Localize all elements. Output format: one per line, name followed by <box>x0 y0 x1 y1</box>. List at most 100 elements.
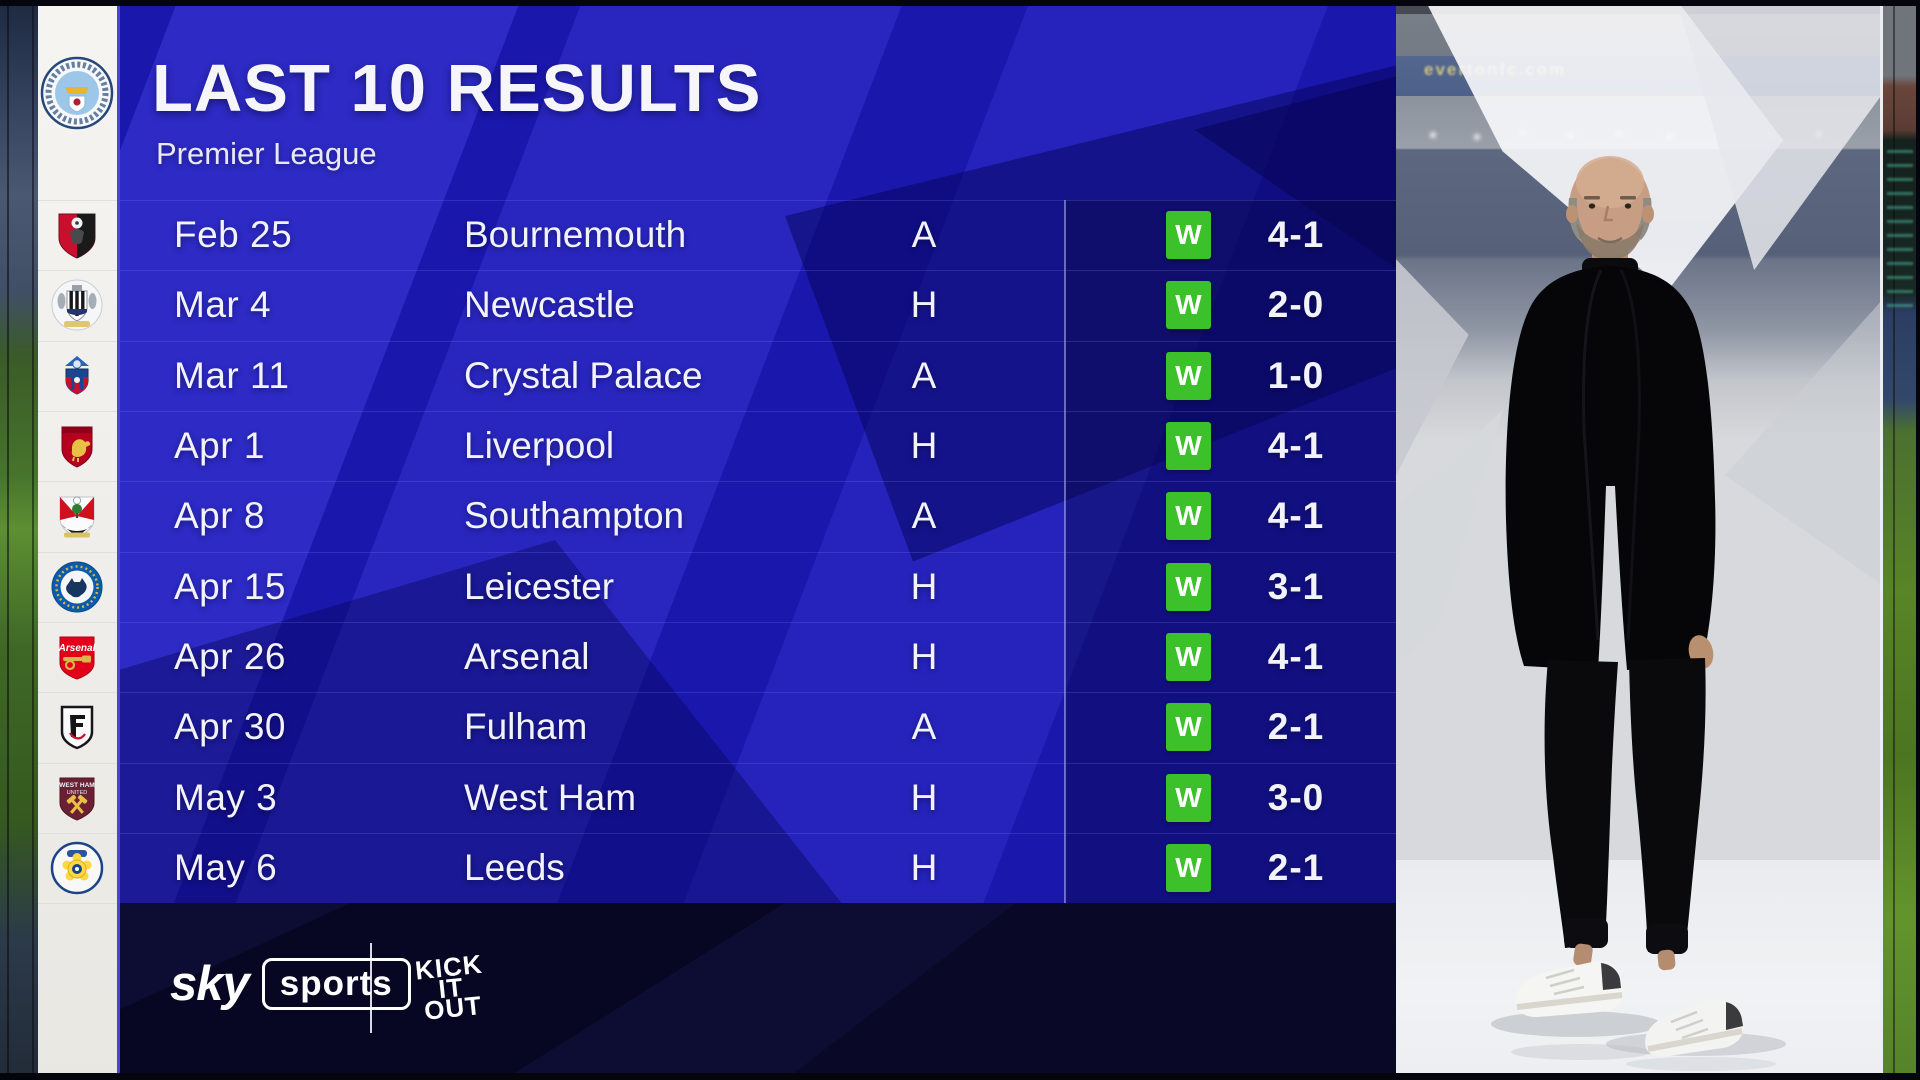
svg-text:WEST HAM: WEST HAM <box>59 782 94 789</box>
venue-indicator: A <box>911 214 937 256</box>
frame-top <box>0 0 1920 6</box>
result-row: Apr 15 Leicester H W 3-1 <box>120 552 1399 622</box>
opponent-name: Bournemouth <box>464 214 687 256</box>
row-separator <box>120 621 1399 623</box>
svg-text:Arsenal: Arsenal <box>58 643 96 654</box>
club-badge-column: Arsenal WEST HAM UNITED <box>38 0 117 1080</box>
strip-separator <box>38 270 117 272</box>
results-panel: LAST 10 RESULTS Premier League Feb 25 Bou… <box>117 0 1399 1080</box>
row-separator <box>120 551 1399 553</box>
frame-bottom <box>0 1073 1920 1080</box>
opponent-name: Leicester <box>464 565 615 607</box>
venue-indicator: H <box>910 847 938 889</box>
strip-separator <box>38 692 117 694</box>
strip-separator <box>38 762 117 764</box>
sky-sports-logo: sky sports <box>170 949 411 1019</box>
backdrop-line <box>1893 0 1895 1080</box>
match-score: 4-1 <box>1267 495 1325 537</box>
venue-indicator: H <box>910 565 938 607</box>
row-separator <box>120 692 1399 694</box>
venue-indicator: H <box>910 425 938 467</box>
footer-divider <box>370 943 372 1033</box>
strip-separator <box>38 410 117 412</box>
opponent-name: Crystal Palace <box>464 354 703 396</box>
studio-floor <box>1396 860 1880 1080</box>
result-row: Apr 30 Fulham A W 2-1 <box>120 692 1399 762</box>
frame-right <box>1916 0 1920 1080</box>
venue-indicator: A <box>911 354 937 396</box>
backdrop-line <box>32 0 34 1080</box>
match-date: Apr 26 <box>174 636 287 678</box>
strip-separator <box>38 832 117 834</box>
page-title: LAST 10 RESULTS <box>152 51 762 126</box>
match-date: May 6 <box>174 847 278 889</box>
match-date: May 3 <box>174 776 278 818</box>
venue-indicator: H <box>910 776 938 818</box>
match-date: Apr 15 <box>174 565 287 607</box>
match-score: 4-1 <box>1267 425 1325 467</box>
stadium-backdrop-right <box>1880 0 1920 1080</box>
score-column-divider <box>1064 200 1066 904</box>
result-row: Apr 8 Southampton A W 4-1 <box>120 481 1399 551</box>
strip-separator <box>38 200 117 201</box>
row-separator <box>120 762 1399 764</box>
opponent-name: Fulham <box>464 706 588 748</box>
arsenal-badge-icon: Arsenal <box>50 630 104 684</box>
kick-it-out-word: OUT <box>422 990 484 1027</box>
panel-edge-line <box>1880 0 1883 1080</box>
match-score: 2-1 <box>1267 706 1325 748</box>
result-row: Apr 1 Liverpool H W 4-1 <box>120 411 1399 481</box>
newcastle-badge-icon <box>50 278 104 332</box>
result-badge: W <box>1166 211 1211 259</box>
manchester-city-badge-icon <box>40 56 114 130</box>
result-badge: W <box>1166 351 1211 400</box>
fulham-badge-icon <box>50 700 104 754</box>
stadium-backdrop-left <box>0 0 38 1080</box>
result-row: Mar 4 Newcastle H W 2-0 <box>120 270 1399 340</box>
svg-text:UNITED: UNITED <box>67 790 88 796</box>
kick-it-out-logo: KICK IT OUT <box>397 934 505 1042</box>
match-date: Feb 25 <box>174 214 293 256</box>
liverpool-badge-icon <box>50 419 104 473</box>
match-score: 3-0 <box>1267 776 1325 818</box>
strip-separator <box>38 481 117 483</box>
venue-indicator: A <box>911 706 937 748</box>
match-date: Mar 11 <box>174 354 290 396</box>
result-row: May 3 West Ham H W 3-0 <box>120 763 1399 833</box>
match-score: 3-1 <box>1267 565 1325 607</box>
leeds-badge-icon <box>50 841 104 895</box>
strip-separator <box>38 621 117 623</box>
result-badge: W <box>1166 492 1211 541</box>
result-row: Apr 26 Arsenal H W 4-1 <box>120 622 1399 692</box>
result-badge: W <box>1166 703 1211 752</box>
result-badge: W <box>1166 281 1211 330</box>
strip-separator <box>38 340 117 342</box>
row-separator <box>120 200 1399 201</box>
opponent-name: Newcastle <box>464 284 635 326</box>
westham-badge-icon: WEST HAM UNITED <box>50 771 104 825</box>
result-badge: W <box>1166 632 1211 681</box>
venue-indicator: H <box>910 284 938 326</box>
page-subtitle: Premier League <box>156 136 377 171</box>
opponent-name: Leeds <box>464 847 565 889</box>
row-separator <box>120 481 1399 483</box>
match-date: Apr 8 <box>174 495 265 537</box>
southampton-badge-icon <box>50 489 104 543</box>
leicester-badge-icon <box>50 560 104 614</box>
venue-indicator: H <box>910 636 938 678</box>
row-separator <box>120 832 1399 834</box>
opponent-name: West Ham <box>464 776 637 818</box>
scoreboard-blur <box>1887 150 1913 310</box>
result-row: Feb 25 Bournemouth A W 4-1 <box>120 200 1399 270</box>
result-badge: W <box>1166 773 1211 822</box>
floodlight-dots <box>1430 132 1436 138</box>
result-badge: W <box>1166 562 1211 611</box>
footer-band: sky sports KICK IT OUT <box>120 903 1399 1080</box>
strip-separator <box>38 903 117 905</box>
match-score: 4-1 <box>1267 214 1325 256</box>
match-score: 2-0 <box>1267 284 1325 326</box>
row-separator <box>120 340 1399 342</box>
row-separator <box>120 410 1399 412</box>
opponent-name: Southampton <box>464 495 685 537</box>
